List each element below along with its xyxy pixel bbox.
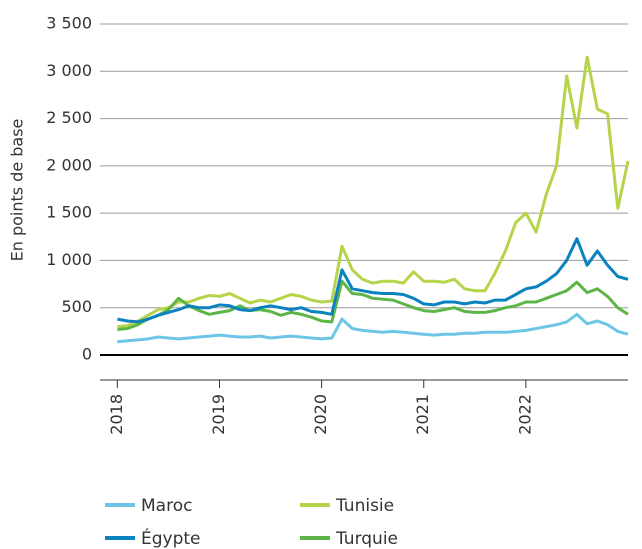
x-tick-label: 2021 <box>413 394 432 435</box>
series-line <box>117 237 629 324</box>
y-tick-label: 2 500 <box>46 108 92 127</box>
x-tick-label: 2019 <box>209 394 228 435</box>
series-line <box>117 55 630 329</box>
legend-label: Égypte <box>141 527 201 549</box>
series-line <box>117 279 629 331</box>
y-tick-label: 0 <box>82 345 92 364</box>
x-tick-label: 2020 <box>311 394 330 435</box>
y-tick-label: 3 500 <box>46 14 92 33</box>
y-tick-label: 1 500 <box>46 203 92 222</box>
y-tick-label: 500 <box>61 297 92 316</box>
legend-label: Tunisie <box>335 496 394 516</box>
x-tick-label: 2018 <box>107 394 126 435</box>
series-line <box>117 312 629 344</box>
y-tick-label: 2 000 <box>46 155 92 174</box>
legend-label: Turquie <box>335 529 398 549</box>
y-tick-label: 3 000 <box>46 61 92 80</box>
x-tick-label: 2022 <box>515 394 534 435</box>
y-axis-label: En points de base <box>8 119 27 262</box>
y-tick-label: 1 000 <box>46 250 92 269</box>
legend-label: Maroc <box>141 496 192 516</box>
